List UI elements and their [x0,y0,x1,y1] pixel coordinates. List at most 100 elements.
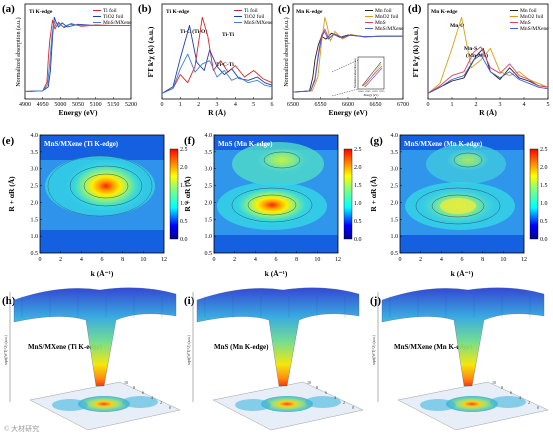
panel-a-series-ti-foil [24,19,131,92]
panel-c-legend-label: MnS [375,20,386,26]
panel-h-letter: (h) [2,295,16,307]
panel-j-floor-tick: 0 [537,405,539,410]
panel-d-xtick-label: 1 [451,102,454,108]
panel-c-inset-tick-3: 6555 [380,90,386,93]
panel-j: (j) MnS/MXene (Mn K-edge) sqrt(|WT|^2) (… [370,287,549,431]
panel-g-contour-1 [431,194,485,218]
panel-b-xtick-label: 3 [216,102,219,108]
panel-e-ytick-label: 1.0 [31,234,39,240]
panel-g-xtick-label: 10 [500,257,506,263]
panel-f-hotspot [230,185,314,225]
panel-e-contour-2 [69,165,143,207]
panel-b-series-tio2-foil [161,25,273,94]
panel-g-ytick-label: 4.0 [391,133,399,139]
panel-g-xlabel: k (Å⁻¹) [451,269,474,278]
panel-f-ytick-label: 3.0 [205,167,213,173]
panel-j-floor-tick: 4 [519,395,521,400]
panel-d-legend-label: MnS [520,20,531,26]
panel-d-xtick-label: 3 [499,102,502,108]
panel-g-ytick-label: 2.5 [391,184,399,190]
panel-d-xtick-label: 0 [427,102,430,108]
panel-h-floor-projection [78,396,130,412]
panel-f-ytick-label: 3.5 [205,150,213,156]
panel-a: (a) Ti K-edge Energy (eV) Normalized abs… [2,3,137,117]
panel-d-ylabel: FT k³χ (k) (a.u.) [411,26,420,77]
panel-b-legend-label: Ti foil [244,7,258,14]
panel-e-xtick-label: 10 [140,257,146,263]
panel-c-xtick-label: 6500 [287,102,299,108]
panel-f-upper-spot [256,147,308,173]
panel-c-series-mno2-foil [292,16,403,93]
panel-g-ytick-label: 1.5 [391,217,399,223]
panel-i-floor-blob-1 [235,399,271,411]
panel-b-series-mns-mxene [161,53,273,94]
panel-d-letter: (d) [408,3,422,15]
panel-a-xtick-label: 4900 [19,102,31,108]
panel-b-series-ti-foil [161,16,273,94]
panel-b: (b) Ti K-edge Ti-C (Ti-O) Ti-Ti Ti-C-Ti … [138,3,274,117]
panel-g-colorbar-label: 0.5 [540,219,548,225]
panel-d-legend-label: MnS/MXene [520,26,549,32]
panel-f-colorbar-label: 2.0 [354,165,362,171]
panel-g-xtick-label: 12 [521,257,527,263]
panel-f-letter: (f) [184,135,195,147]
panel-c-legend-label: MnO2 foil [375,13,399,20]
panel-g-colorbar-label: 2.0 [540,165,548,171]
panel-j-floor-tick: 10 [492,380,496,385]
panel-i-surface [196,287,360,387]
panel-f-ytick-label: 2.5 [205,184,213,190]
panel-c-inset-line-mnsmxene [364,67,383,88]
panel-d-xlabel: R (Å) [479,108,497,117]
panel-h-floor-blob-1 [52,399,88,411]
panel-b-title: Ti K-edge [166,9,190,15]
panel-g-colorbar-label: 1.5 [540,183,548,189]
panel-a-series-mns-mxene [24,19,131,92]
panel-a-legend-label: TiO2 foil [103,13,124,20]
panel-c-title: Mn K-edge [296,9,323,15]
panel-h-floor-tick: 6 [142,390,144,395]
panel-e-colorbar-label: 0.5 [180,219,188,225]
panel-c-xlabel: Energy (eV) [329,108,368,117]
panel-e-ytick-label: 2.5 [31,184,39,190]
panel-g-ytick-label: 3.5 [391,150,399,156]
panel-b-annotation-titi: Ti-Ti [222,32,234,38]
panel-h-title: MnS/MXene (Ti K-edge) [28,343,103,351]
panel-b-xtick-label: 0 [161,102,164,108]
panel-a-xlabel: Energy (eV) [59,108,98,117]
panel-c-inset-ylabel: Normalized absorption (a.u.) [354,58,357,88]
panel-c-inset-tick-0: 6540 [359,90,365,93]
panel-e-xtick-label: 12 [161,257,167,263]
panel-b-legend-label: TiO2 foil [244,13,265,20]
panel-a-xtick-label: 5200 [125,102,137,108]
panel-f-xtick-label: 12 [335,257,341,263]
panel-c-letter: (c) [278,3,291,15]
panel-e-xtick-label: 4 [80,257,83,263]
panel-c-series-mns [292,28,403,93]
panel-j-surface [381,287,545,387]
panel-a-xtick-label: 5050 [72,102,84,108]
panel-e-colorbar-label: 0.0 [180,237,188,243]
panel-h-floor-tick: 8 [133,385,135,390]
panel-b-legend-label: MnS/MXene [244,20,273,26]
panel-i-floor-blob-2 [305,396,341,408]
panel-g-xtick-label: 8 [481,257,484,263]
panel-e-letter: (e) [2,135,15,147]
panel-j-floor-blob-2 [490,396,526,408]
panel-i-floor-tick: 0 [352,405,354,410]
panel-g-xtick-label: 2 [419,257,422,263]
panel-e-ytick-label: 2.0 [31,200,39,206]
panel-g-contour-3 [453,152,483,168]
panel-e-ylabel: R + αR (Å) [7,176,16,212]
panel-e: (e) MnS/MXene (Ti K-edge) k (Å⁻¹) R + αR… [2,133,188,278]
panel-j-zlabel: sqrt(|WT|^2) (a.u.) [371,334,376,364]
panel-b-xtick-label: 6 [271,102,274,108]
panel-d-xtick-label: 2 [475,102,478,108]
panel-i-floor-projection [261,396,313,412]
panel-b-letter: (b) [138,3,152,15]
panel-f-colorbar-label: 0.5 [354,219,362,225]
panel-e-ytick-label: 1.5 [31,217,39,223]
panel-j-floor-blob-1 [420,399,456,411]
panel-c-xtick-label: 6650 [370,102,382,108]
panel-b-xtick-label: 1 [179,102,182,108]
